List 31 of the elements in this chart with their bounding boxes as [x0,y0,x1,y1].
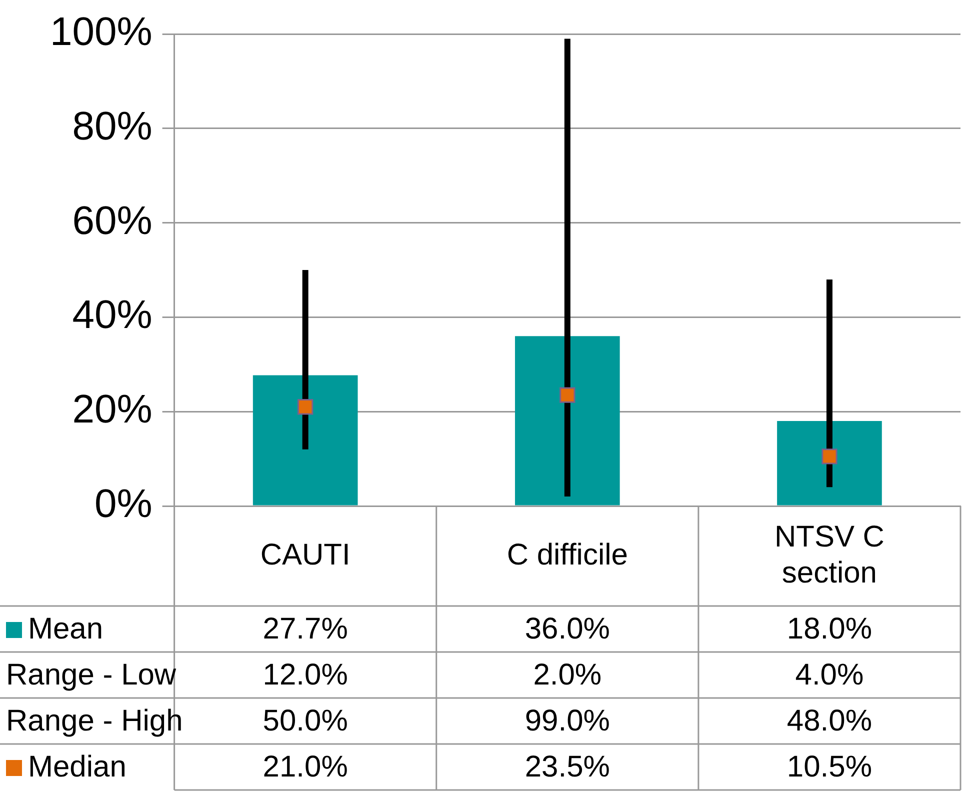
text: 4.0% [795,658,864,692]
point [560,387,576,403]
x-tick-label: CAUTI [260,538,350,572]
legend-label: Median [28,750,126,784]
data-label: 21.0% [262,750,348,784]
point [822,448,838,464]
data-label: 10.5% [786,750,872,784]
data-label: 23.5% [524,750,610,784]
text: 12.0% [262,658,348,692]
legend-label: Mean [28,612,104,646]
bar [777,421,882,506]
y-tick-label: 40% [72,293,152,338]
y-tick-label: 100% [50,10,152,54]
x-tick-label: C difficile [506,538,628,572]
data-label: 27.7% [262,612,348,646]
y-tick-label: 20% [72,388,152,432]
y-tick-label: 0% [94,482,152,526]
text: 2.0% [533,658,602,692]
data-label: 36.0% [524,612,610,646]
text: 50.0% [262,704,348,738]
text: Range - Low [6,658,176,692]
x-tick-label: NTSV C section [774,520,884,590]
y-tick-label: 60% [72,198,152,243]
data-label: 18.0% [786,612,872,646]
point [298,399,314,415]
text: 99.0% [524,704,610,738]
text: Range - High [6,704,183,738]
bar [252,375,358,506]
y-tick-label: 80% [72,104,152,148]
bar [514,336,620,506]
text: 48.0% [786,704,872,738]
